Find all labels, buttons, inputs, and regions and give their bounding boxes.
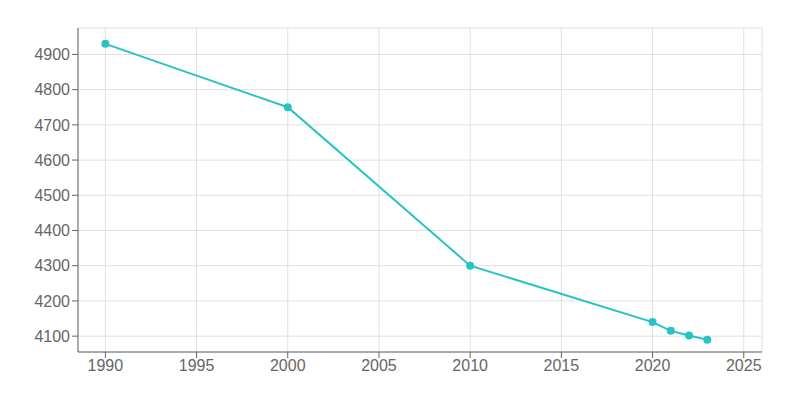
svg-text:1995: 1995: [179, 357, 215, 374]
svg-text:4100: 4100: [34, 328, 70, 345]
svg-text:2010: 2010: [452, 357, 488, 374]
svg-text:4500: 4500: [34, 187, 70, 204]
svg-text:1990: 1990: [88, 357, 124, 374]
svg-text:4900: 4900: [34, 46, 70, 63]
svg-text:4800: 4800: [34, 81, 70, 98]
svg-text:2020: 2020: [635, 357, 671, 374]
svg-text:4700: 4700: [34, 117, 70, 134]
svg-text:2005: 2005: [361, 357, 397, 374]
svg-text:4200: 4200: [34, 293, 70, 310]
svg-text:2000: 2000: [270, 357, 306, 374]
svg-text:4300: 4300: [34, 257, 70, 274]
svg-text:4400: 4400: [34, 222, 70, 239]
svg-text:4600: 4600: [34, 152, 70, 169]
svg-text:2025: 2025: [726, 357, 762, 374]
svg-text:2015: 2015: [544, 357, 580, 374]
